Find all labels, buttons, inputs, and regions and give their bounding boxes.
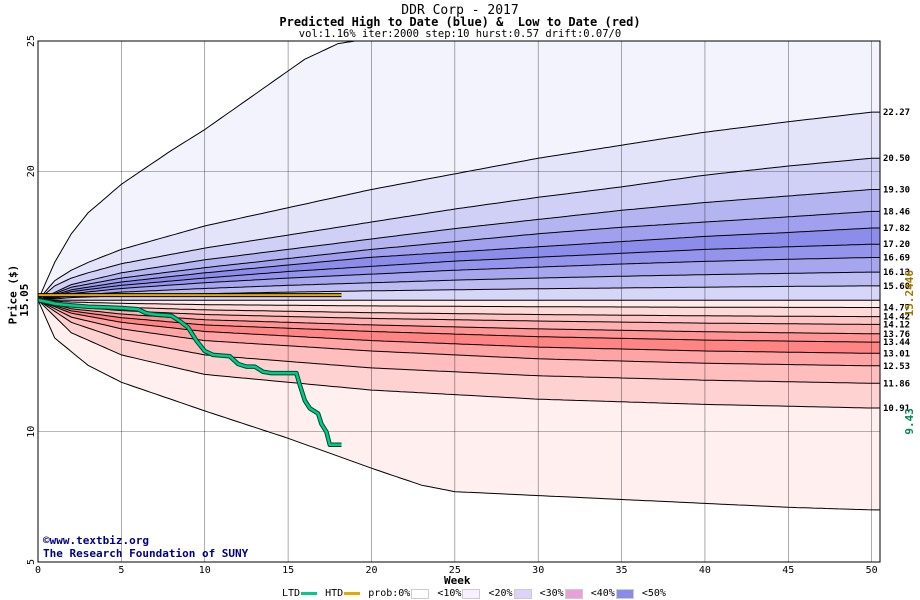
- legend-htd-label: HTD: [325, 588, 344, 599]
- x-tick-label: 10: [199, 565, 211, 576]
- low-band-fill: [38, 300, 880, 366]
- x-tick-label: 30: [532, 565, 544, 576]
- chart-subtitle: Predicted High to Date (blue) & Low to D…: [279, 15, 641, 29]
- band-boundary-line: [37, 111, 880, 301]
- y-tick-label: 5: [26, 559, 37, 565]
- plot-frame: [37, 40, 881, 563]
- x-tick-label: 0: [35, 565, 41, 576]
- legend-item-2: <30%: [539, 588, 564, 599]
- legend-swatch-2: [513, 588, 532, 599]
- legend-item-4: <50%: [641, 588, 666, 599]
- band-end-label: 15.60: [883, 282, 910, 292]
- ltd-end-label: 9.43: [903, 408, 916, 435]
- legend-swatch-3: [564, 588, 583, 599]
- band-boundary-line: [37, 210, 880, 301]
- x-tick-label: 50: [866, 565, 878, 576]
- legend-swatch-4: [615, 588, 634, 599]
- y-tick-label: 20: [26, 165, 37, 177]
- legend-item-3: <40%: [590, 588, 615, 599]
- band-end-label: 17.20: [883, 240, 910, 250]
- band-boundary-line: [37, 299, 880, 409]
- credit-org: The Research Foundation of SUNY: [43, 547, 249, 560]
- band-end-label: 16.13: [883, 268, 910, 278]
- band-end-label: 22.27: [883, 108, 910, 118]
- legend-item-1: <20%: [488, 588, 513, 599]
- x-tick-label: 5: [118, 565, 124, 576]
- band-boundary-line: [37, 299, 880, 384]
- band-boundary-line: [37, 299, 880, 308]
- start-price-label: 15.05: [18, 284, 31, 317]
- band-end-label: 18.46: [883, 207, 910, 217]
- ltd-line: [37, 298, 342, 447]
- band-end-label: 14.12: [883, 320, 910, 330]
- y-axis-label: Price ($): [6, 264, 20, 325]
- chart-title: DDR Corp - 2017: [401, 3, 519, 18]
- x-tick-label: 35: [616, 565, 628, 576]
- band-boundary-line: [37, 189, 880, 301]
- band-end-label: 13.01: [883, 349, 910, 359]
- low-band-fill: [38, 300, 880, 334]
- legend-item-0: <10%: [437, 588, 462, 599]
- x-tick-label: 40: [699, 565, 711, 576]
- credit-url[interactable]: www.textbiz.org: [49, 534, 149, 547]
- band-boundary-line: [37, 257, 880, 301]
- band-boundary-line: [37, 299, 880, 325]
- band-end-label: 14.42: [883, 313, 910, 323]
- x-tick-label: 25: [449, 565, 461, 576]
- legend: LTD HTD prob:0% <10% <20% <30% <40% <50%: [282, 588, 666, 600]
- high-band-fill: [38, 158, 880, 301]
- low-band-fill: [38, 300, 880, 308]
- high-band-fill: [38, 41, 880, 301]
- band-boundary-line: [37, 299, 880, 354]
- band-boundary-line: [37, 227, 880, 301]
- low-band-fill: [38, 300, 880, 343]
- y-tick-label: 10: [26, 426, 37, 438]
- simulation-params: vol:1.16% iter:2000 step:10 hurst:0.57 d…: [298, 28, 622, 40]
- legend-ltd-line: [301, 592, 318, 595]
- band-boundary-line: [37, 243, 880, 301]
- legend-swatch-0: [411, 588, 430, 599]
- band-end-label: 19.30: [883, 185, 910, 195]
- band-boundary-line: [37, 299, 880, 367]
- low-band-fill: [38, 300, 880, 317]
- x-axis-label: Week: [444, 574, 471, 587]
- legend-ltd-label: LTD: [282, 588, 301, 599]
- credit-block: ©www.textbiz.org The Research Foundation…: [43, 534, 248, 560]
- high-band-fill: [38, 244, 880, 301]
- low-band-fill: [38, 300, 880, 510]
- band-end-label: 16.69: [883, 253, 910, 263]
- copyright-icon: ©: [43, 534, 50, 547]
- band-end-label: 20.50: [883, 154, 910, 164]
- band-end-label: 13.44: [883, 338, 911, 348]
- band-end-label: 11.86: [883, 379, 910, 389]
- band-end-label: 10.91: [883, 404, 910, 414]
- high-band-fill: [38, 257, 880, 301]
- band-boundary-line: [37, 157, 880, 301]
- x-tick-label: 45: [782, 565, 794, 576]
- high-band-fill: [38, 272, 880, 301]
- legend-htd-line: [344, 592, 361, 595]
- x-tick-label: 20: [365, 565, 377, 576]
- legend-prob-label: prob:0%: [368, 588, 411, 599]
- y-tick-label: 25: [26, 35, 37, 47]
- high-band-fill: [38, 189, 880, 301]
- band-boundary-line: [37, 299, 880, 318]
- low-band-fill: [38, 300, 880, 325]
- band-boundary-line: [37, 271, 880, 301]
- high-band-fill: [38, 228, 880, 301]
- x-tick-label: 15: [282, 565, 294, 576]
- legend-swatch-1: [462, 588, 481, 599]
- low-band-fill: [38, 300, 880, 354]
- htd-end-label: 15.2446: [903, 270, 916, 317]
- band-end-label: 13.76: [883, 330, 910, 340]
- band-end-label: 12.53: [883, 362, 910, 372]
- band-end-label: 17.82: [883, 224, 910, 234]
- band-boundary-line: [37, 299, 880, 511]
- high-band-fill: [38, 211, 880, 301]
- low-band-fill: [38, 300, 880, 408]
- high-band-fill: [38, 112, 880, 301]
- band-end-label: 14.77: [883, 303, 910, 313]
